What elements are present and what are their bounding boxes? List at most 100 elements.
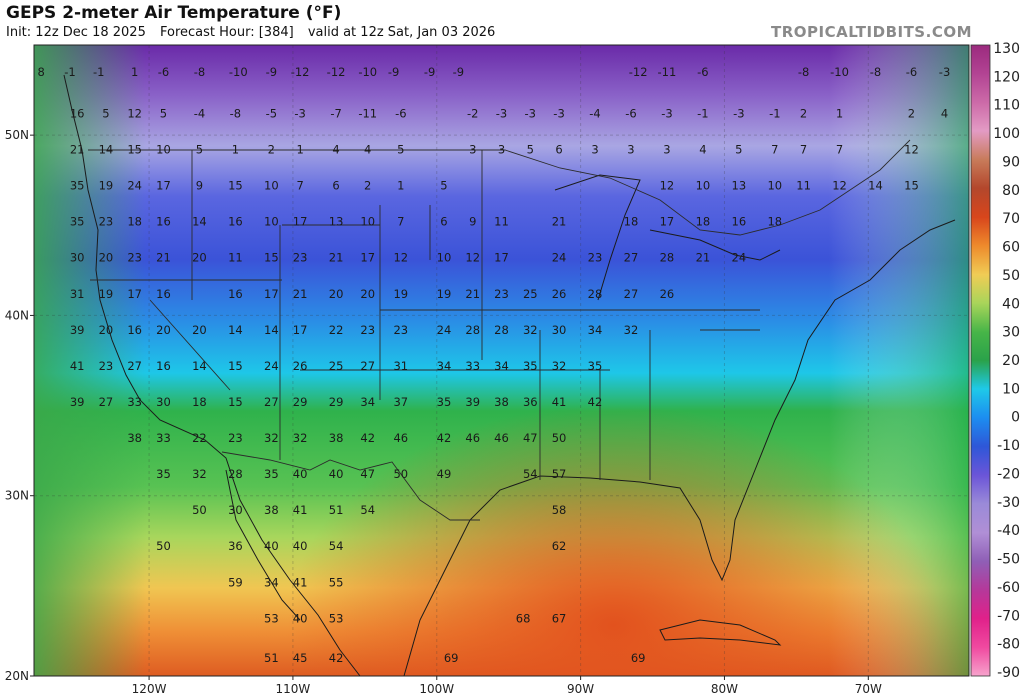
temperature-value: 18 xyxy=(624,215,639,229)
temperature-value: 58 xyxy=(552,503,567,517)
colorbar-label: 20 xyxy=(1002,353,1020,369)
temperature-value: 59 xyxy=(228,575,243,589)
temperature-value: 33 xyxy=(127,395,142,409)
temperature-value: 9 xyxy=(469,215,476,229)
temperature-value: 23 xyxy=(588,251,603,265)
temperature-value: 16 xyxy=(156,359,171,373)
temperature-value: 28 xyxy=(588,287,603,301)
brand-watermark: TROPICALTIDBITS.COM xyxy=(771,23,972,41)
lat-tick-label: 30N xyxy=(5,489,29,503)
temperature-value: 20 xyxy=(99,323,114,337)
temperature-value: -9 xyxy=(453,65,464,79)
temperature-value: 16 xyxy=(70,107,85,121)
lon-tick-label: 70W xyxy=(855,682,882,696)
temperature-value: 7 xyxy=(296,179,303,193)
temperature-value: 32 xyxy=(192,467,207,481)
temperature-value: 6 xyxy=(555,143,562,157)
temperature-value: 37 xyxy=(393,395,408,409)
temperature-value: 34 xyxy=(588,323,603,337)
temperature-value: 5 xyxy=(735,143,742,157)
temperature-value: 39 xyxy=(70,323,85,337)
temperature-value: 1 xyxy=(131,65,138,79)
temperature-value: 29 xyxy=(293,395,308,409)
temperature-value: 32 xyxy=(624,323,639,337)
temperature-value: 26 xyxy=(552,287,567,301)
temperature-value: 3 xyxy=(663,143,670,157)
temperature-value: 20 xyxy=(156,323,171,337)
temperature-value: -9 xyxy=(388,65,399,79)
temperature-value: -6 xyxy=(625,107,636,121)
temperature-value: 7 xyxy=(397,215,404,229)
temperature-value: 12 xyxy=(465,251,480,265)
temperature-value: -10 xyxy=(830,65,849,79)
map-axes: 120W 110W 100W 90W 80W 70W 50N 40N 30N 20N xyxy=(5,128,882,696)
temperature-value: 20 xyxy=(192,251,207,265)
temperature-value: -6 xyxy=(158,65,169,79)
colorbar-label: -30 xyxy=(997,495,1020,511)
temperature-value: 57 xyxy=(552,467,567,481)
colorbar-label: -10 xyxy=(997,438,1020,454)
temperature-value: 12 xyxy=(660,179,675,193)
temperature-value: 42 xyxy=(437,431,452,445)
temperature-value: 42 xyxy=(329,651,344,665)
temperature-value: 34 xyxy=(264,575,279,589)
temperature-value: 21 xyxy=(696,251,711,265)
temperature-value: 7 xyxy=(800,143,807,157)
temperature-value: -6 xyxy=(395,107,406,121)
temperature-value: 8 xyxy=(38,65,45,79)
temperature-value: 5 xyxy=(102,107,109,121)
temperature-value: 19 xyxy=(393,287,408,301)
temperature-value: 17 xyxy=(293,215,308,229)
lon-tick-label: 120W xyxy=(132,682,167,696)
temperature-value: 24 xyxy=(127,179,142,193)
temperature-value: 14 xyxy=(99,143,114,157)
temperature-value: 30 xyxy=(156,395,171,409)
temperature-value: 27 xyxy=(127,359,142,373)
temperature-value: 47 xyxy=(360,467,375,481)
temperature-value: 10 xyxy=(264,215,279,229)
temperature-value: 20 xyxy=(329,287,344,301)
temperature-value: 18 xyxy=(127,215,142,229)
pacific-coastline xyxy=(63,74,361,677)
temperature-value: 16 xyxy=(732,215,747,229)
temperature-value: -1 xyxy=(64,65,75,79)
temperature-value: 11 xyxy=(228,251,243,265)
temperature-value: 2 xyxy=(908,107,915,121)
temperature-value: -8 xyxy=(230,107,241,121)
temperature-value: 25 xyxy=(329,359,344,373)
temperature-value: 14 xyxy=(192,215,207,229)
temperature-value: -1 xyxy=(93,65,104,79)
temperature-value: 53 xyxy=(329,611,344,625)
temperature-value: 17 xyxy=(360,251,375,265)
temperature-value: -6 xyxy=(906,65,917,79)
mexico-us-border xyxy=(221,451,480,521)
temperature-value: 9 xyxy=(196,179,203,193)
colorbar-label: 110 xyxy=(993,98,1020,114)
temperature-value: 12 xyxy=(127,107,142,121)
temperature-value: 35 xyxy=(264,467,279,481)
temperature-value: 17 xyxy=(127,287,142,301)
temperature-value: 28 xyxy=(228,467,243,481)
temperature-value: 15 xyxy=(904,179,919,193)
temperature-value: 10 xyxy=(696,179,711,193)
temperature-value: -3 xyxy=(496,107,507,121)
temperature-value: -3 xyxy=(294,107,305,121)
temperature-value: 35 xyxy=(523,359,538,373)
temperature-value: -3 xyxy=(553,107,564,121)
temperature-value: 15 xyxy=(127,143,142,157)
temperature-value: 29 xyxy=(329,395,344,409)
temperature-value: -8 xyxy=(194,65,205,79)
temperature-value: 51 xyxy=(329,503,344,517)
temperature-value: 23 xyxy=(360,323,375,337)
temperature-value: 1 xyxy=(397,179,404,193)
temperature-value: 41 xyxy=(552,395,567,409)
temperature-value: 34 xyxy=(360,395,375,409)
lon-tick-label: 110W xyxy=(276,682,311,696)
temperature-value: 17 xyxy=(264,287,279,301)
temperature-value: 23 xyxy=(293,251,308,265)
map-title: GEPS 2-meter Air Temperature (°F) xyxy=(6,3,342,23)
temperature-value: 2 xyxy=(364,179,371,193)
colorbar-labels: 1301201101009080706050403020100-10-20-30… xyxy=(993,41,1020,681)
temperature-value: 5 xyxy=(397,143,404,157)
